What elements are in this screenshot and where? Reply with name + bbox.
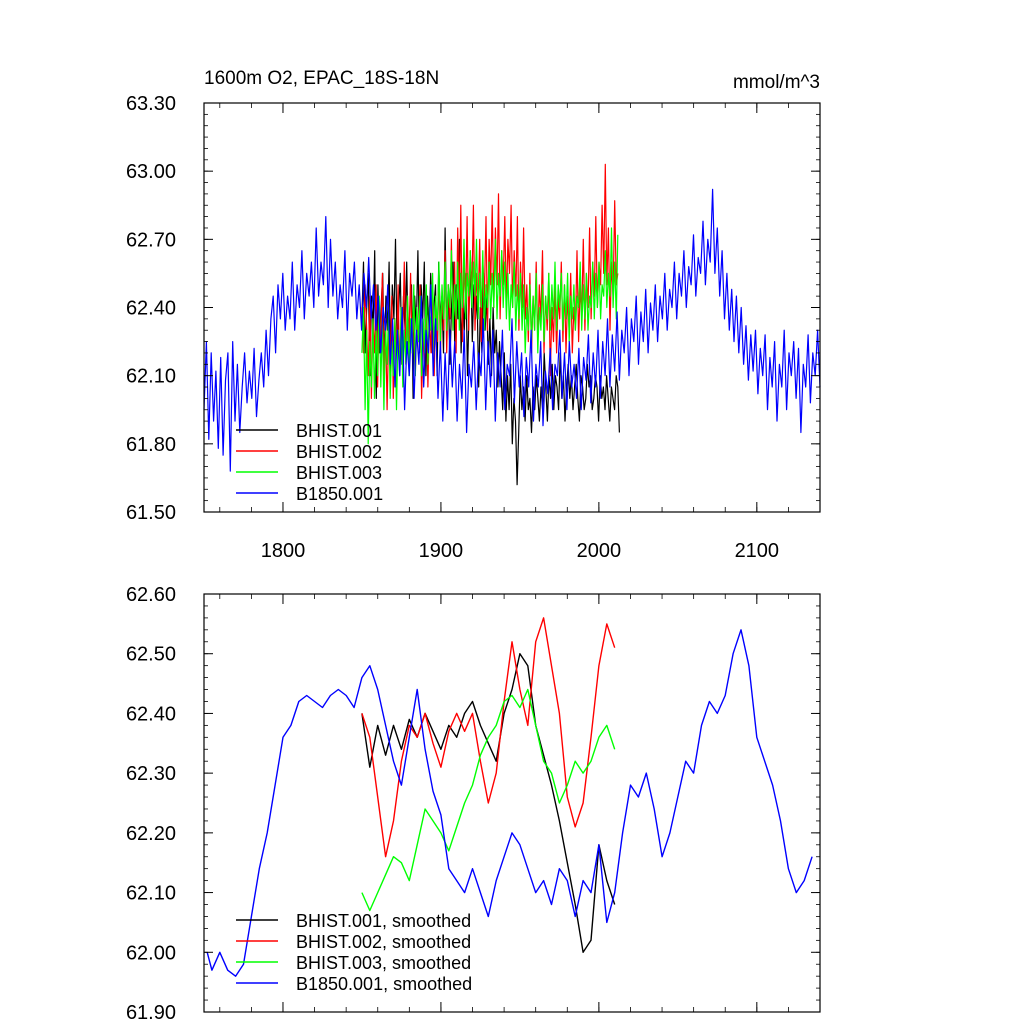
top-ytick-label: 63.00 <box>126 161 176 183</box>
bot-ytick-label: 62.00 <box>126 942 176 964</box>
top-ytick-label: 62.70 <box>126 229 176 251</box>
top-legend-label: BHIST.003 <box>296 463 382 483</box>
top-series-group <box>203 163 821 486</box>
top-x-tick-labels: 1800 1900 2000 2100 <box>261 540 779 562</box>
top-title-right: mmol/m^3 <box>733 72 820 93</box>
bot-ytick-label: 62.60 <box>126 584 176 606</box>
bot-ytick-label: 62.50 <box>126 644 176 666</box>
top-xtick-label: 1900 <box>419 540 464 562</box>
top-ytick-label: 61.80 <box>126 434 176 456</box>
top-series-line-2 <box>361 227 619 445</box>
bot-ytick-label: 61.90 <box>126 1002 176 1024</box>
top-legend-label: B1850.001 <box>296 484 383 504</box>
bot-series-line-0 <box>361 653 616 953</box>
top-ytick-label: 62.10 <box>126 366 176 388</box>
top-panel: 1600m O2, EPAC_18S-18N mmol/m^3 61.5061.… <box>126 68 821 562</box>
top-legend-label: BHIST.002 <box>296 442 382 462</box>
top-xtick-label: 1800 <box>261 540 306 562</box>
top-ticks <box>204 102 821 513</box>
bot-series-line-2 <box>361 688 616 912</box>
top-y-tick-labels: 61.50 61.80 62.10 62.40 62.70 63.00 63.30 <box>126 93 176 524</box>
top-ytick-label: 62.40 <box>126 298 176 320</box>
bottom-series-group <box>206 617 813 977</box>
top-xtick-label: 2100 <box>735 540 780 562</box>
bot-legend-label: BHIST.003, smoothed <box>296 953 471 973</box>
top-series-line-3 <box>203 188 821 472</box>
bot-ytick-label: 62.20 <box>126 823 176 845</box>
bot-ytick-label: 62.40 <box>126 703 176 725</box>
bot-series-line-1 <box>361 617 616 858</box>
top-xtick-label: 2000 <box>577 540 622 562</box>
bot-legend-label: BHIST.002, smoothed <box>296 932 471 952</box>
bot-ytick-label: 62.30 <box>126 763 176 785</box>
bottom-y-tick-labels: 61.90 62.00 62.10 62.20 62.30 62.40 62.50 62.60 <box>126 584 176 1024</box>
bot-ytick-label: 62.10 <box>126 883 176 905</box>
bottom-ticks <box>204 593 821 1013</box>
bot-series-line-3 <box>206 629 813 977</box>
bottom-plot-frame <box>203 593 821 1013</box>
top-legend-label: BHIST.001 <box>296 421 382 441</box>
bot-legend-label: BHIST.001, smoothed <box>296 911 471 931</box>
top-ytick-label: 63.30 <box>126 93 176 115</box>
bot-legend-label: B1850.001, smoothed <box>296 974 472 994</box>
top-ytick-label: 61.50 <box>126 502 176 524</box>
top-title-left: 1600m O2, EPAC_18S-18N <box>204 68 439 89</box>
bottom-panel: 61.90 62.00 62.10 62.20 62.30 62.40 62.50 62.60… <box>126 584 821 1024</box>
